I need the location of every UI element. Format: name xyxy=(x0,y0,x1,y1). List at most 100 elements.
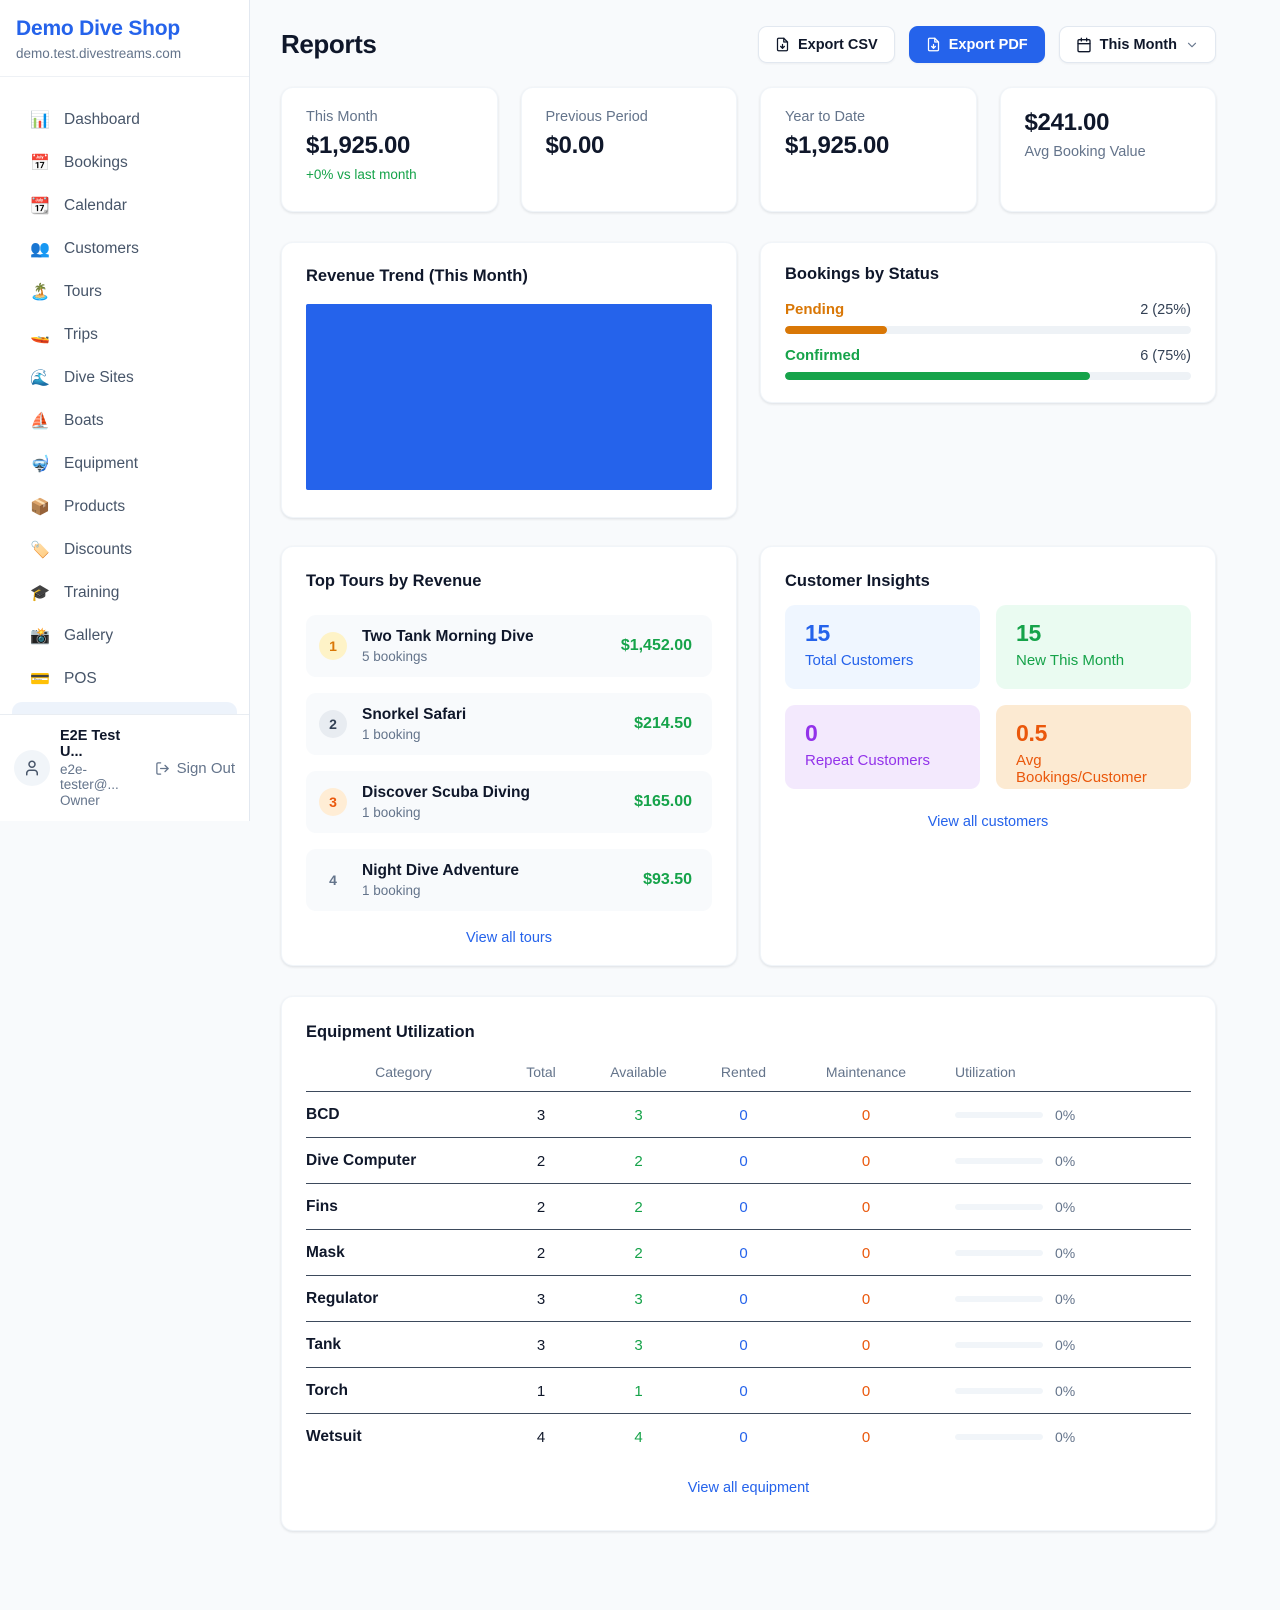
sidebar-item[interactable]: 👥 Customers xyxy=(0,227,249,270)
rented-cell: 0 xyxy=(739,1428,748,1446)
maintenance-cell: 0 xyxy=(861,1428,871,1446)
utilization-text: 0% xyxy=(1055,1153,1076,1169)
sidebar-item[interactable]: 📆 Calendar xyxy=(0,184,249,227)
view-all-tours-link[interactable]: View all tours xyxy=(466,930,552,946)
sidebar-item[interactable]: 📦 Products xyxy=(0,485,249,528)
maintenance-cell: 0 xyxy=(861,1106,871,1124)
file-download-icon xyxy=(927,37,939,52)
maintenance-cell: 0 xyxy=(861,1336,871,1354)
customer-insights-card: Customer Insights 15 Total Customers 15 … xyxy=(760,546,1216,966)
tour-row[interactable]: 2 Snorkel Safari 1 booking $214.50 xyxy=(306,693,712,755)
table-row: BCD 3 3 0 0 0% xyxy=(306,1092,1191,1138)
column-header: Rented xyxy=(720,1064,767,1080)
status-count: 6 (75%) xyxy=(1140,347,1191,364)
tour-list: 1 Two Tank Morning Dive 5 bookings $1,45… xyxy=(306,615,712,911)
tour-row[interactable]: 1 Two Tank Morning Dive 5 bookings $1,45… xyxy=(306,615,712,677)
total-cell: 4 xyxy=(536,1428,546,1446)
sidebar-item-icon: 🎓 xyxy=(30,584,50,602)
tour-bookings: 1 booking xyxy=(362,883,421,898)
tour-revenue: $1,452.00 xyxy=(620,637,692,654)
user-email: e2e-tester@... xyxy=(60,762,119,792)
sidebar-header: Demo Dive Shop demo.test.divestreams.com xyxy=(0,0,249,77)
status-rows: Pending 2 (25%) Confirmed 6 (75%) xyxy=(785,301,1191,380)
shop-name-link[interactable]: Demo Dive Shop xyxy=(16,17,181,40)
sidebar-item-icon: 📆 xyxy=(30,197,50,215)
sidebar-item[interactable]: 🎓 Training xyxy=(0,571,249,614)
available-cell: 1 xyxy=(634,1382,643,1400)
export-pdf-button[interactable]: Export PDF xyxy=(908,26,1045,63)
tour-name: Snorkel Safari xyxy=(362,706,467,723)
view-all-equipment-link[interactable]: View all equipment xyxy=(687,1480,810,1496)
sidebar-item-icon: 🏝️ xyxy=(30,283,50,301)
insight-value: 15 xyxy=(805,620,830,646)
sidebar-item[interactable]: 🚤 Trips xyxy=(0,313,249,356)
utilization-text: 0% xyxy=(1055,1199,1076,1215)
stat-card: Previous Period $0.00 xyxy=(520,87,737,212)
insight-tile: 15 New This Month xyxy=(996,605,1191,689)
utilization-cell: 0% xyxy=(941,1153,1191,1169)
sidebar-item[interactable]: 💳 POS xyxy=(0,657,249,700)
revenue-trend-card: Revenue Trend (This Month) xyxy=(281,242,737,518)
shop-domain: demo.test.divestreams.com xyxy=(16,46,182,61)
sidebar-item-icon: 🚤 xyxy=(30,326,50,344)
table-row: Regulator 3 3 0 0 0% xyxy=(306,1276,1191,1322)
maintenance-cell: 0 xyxy=(861,1382,871,1400)
user-role: Owner xyxy=(60,793,100,808)
sidebar-item-icon: 📅 xyxy=(30,154,50,172)
tour-revenue: $93.50 xyxy=(643,871,692,888)
sidebar-item-label: Dive Sites xyxy=(64,368,134,386)
export-pdf-label: Export PDF xyxy=(948,36,1028,53)
rented-cell: 0 xyxy=(739,1106,748,1124)
available-cell: 2 xyxy=(634,1244,643,1262)
utilization-text: 0% xyxy=(1055,1429,1076,1445)
equipment-utilization-card: Equipment Utilization Category Total Ava… xyxy=(281,996,1216,1531)
card-title: Top Tours by Revenue xyxy=(306,572,482,590)
main-content: Reports Export CSV Export PDF This Month xyxy=(250,0,1280,1606)
tour-row[interactable]: 3 Discover Scuba Diving 1 booking $165.0… xyxy=(306,771,712,833)
sidebar-item[interactable]: 🏝️ Tours xyxy=(0,270,249,313)
category-cell: Tank xyxy=(306,1336,342,1353)
sidebar-item[interactable]: 📸 Gallery xyxy=(0,614,249,657)
card-title: Revenue Trend (This Month) xyxy=(306,267,528,285)
sidebar-item[interactable]: 🤿 Equipment xyxy=(0,442,249,485)
stat-label: Year to Date xyxy=(785,109,866,125)
stats-row: This Month $1,925.00 +0% vs last month P… xyxy=(281,87,1216,212)
sidebar-item[interactable]: ⛵ Boats xyxy=(0,399,249,442)
export-csv-button[interactable]: Export CSV xyxy=(757,26,895,63)
insight-label: Total Customers xyxy=(805,652,914,669)
utilization-text: 0% xyxy=(1055,1245,1076,1261)
stat-card: Year to Date $1,925.00 xyxy=(760,87,977,212)
column-header: Maintenance xyxy=(825,1064,907,1080)
available-cell: 3 xyxy=(634,1106,643,1124)
sidebar-item[interactable]: 🌊 Dive Sites xyxy=(0,356,249,399)
utilization-cell: 0% xyxy=(941,1383,1191,1399)
stat-card: This Month $1,925.00 +0% vs last month xyxy=(281,87,498,212)
sidebar-item[interactable]: 📊 Dashboard xyxy=(0,98,249,141)
total-cell: 2 xyxy=(536,1152,546,1170)
bookings-by-status-card: Bookings by Status Pending 2 (25%) xyxy=(760,242,1216,403)
tour-name: Night Dive Adventure xyxy=(362,862,520,879)
table-row: Fins 2 2 0 0 0% xyxy=(306,1184,1191,1230)
column-header: Available xyxy=(610,1064,667,1080)
tour-row[interactable]: 4 Night Dive Adventure 1 booking $93.50 xyxy=(306,849,712,911)
period-select[interactable]: This Month xyxy=(1058,26,1216,63)
chevron-down-icon xyxy=(1187,42,1197,47)
sidebar-item[interactable]: 🏷️ Discounts xyxy=(0,528,249,571)
sidebar-item-reports-active-partial[interactable] xyxy=(12,702,237,714)
available-cell: 2 xyxy=(634,1198,643,1216)
sidebar-item[interactable]: 📅 Bookings xyxy=(0,141,249,184)
sidebar: Demo Dive Shop demo.test.divestreams.com… xyxy=(0,0,250,821)
sidebar-item-icon: 🤿 xyxy=(30,455,50,473)
card-title: Bookings by Status xyxy=(785,265,940,283)
header-actions: Export CSV Export PDF This Month xyxy=(757,26,1216,63)
sign-out-label: Sign Out xyxy=(176,759,235,777)
equipment-table-body: BCD 3 3 0 0 0% Dive Computer 2 xyxy=(306,1092,1191,1459)
category-cell: Fins xyxy=(306,1198,338,1215)
utilization-cell: 0% xyxy=(941,1245,1191,1261)
sidebar-item-icon: ⛵ xyxy=(30,412,50,430)
calendar-icon xyxy=(1077,37,1091,52)
sign-out-button[interactable]: Sign Out xyxy=(155,760,235,777)
view-all-customers-link[interactable]: View all customers xyxy=(927,814,1049,830)
stat-value: $1,925.00 xyxy=(306,132,411,159)
